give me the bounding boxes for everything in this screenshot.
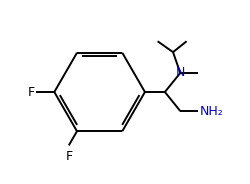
Text: N: N <box>176 66 185 79</box>
Text: F: F <box>65 150 72 163</box>
Text: F: F <box>28 86 35 98</box>
Text: NH₂: NH₂ <box>199 105 223 118</box>
